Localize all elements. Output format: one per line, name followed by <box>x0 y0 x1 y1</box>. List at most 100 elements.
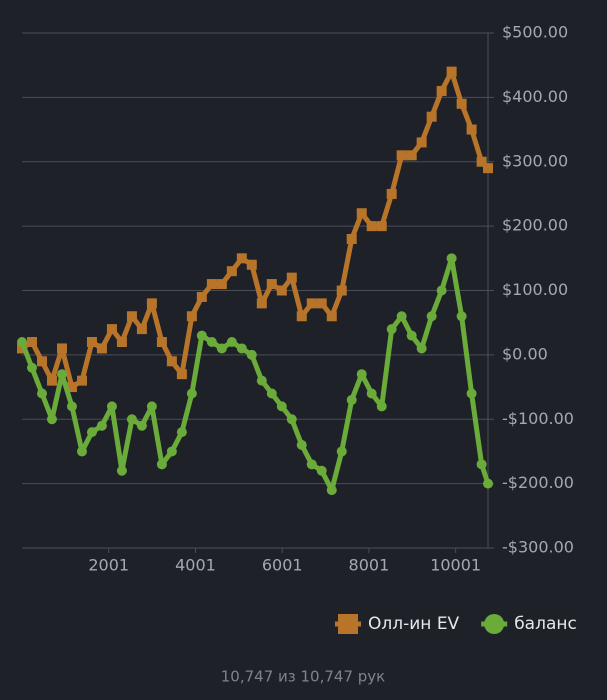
marker <box>256 298 267 309</box>
marker <box>66 401 77 412</box>
marker <box>206 337 217 347</box>
y-tick-label: -$100.00 <box>502 409 574 428</box>
legend-label: Олл-ин EV <box>368 614 460 634</box>
x-tick-label: 8001 <box>349 556 390 575</box>
x-tick-label: 10001 <box>430 556 481 575</box>
marker <box>36 388 47 399</box>
marker <box>276 285 287 296</box>
y-tick-label: -$300.00 <box>502 538 574 557</box>
marker <box>296 311 307 322</box>
marker <box>176 427 187 438</box>
marker <box>406 150 417 161</box>
marker <box>286 414 297 425</box>
marker <box>266 279 277 290</box>
marker <box>176 369 187 380</box>
marker <box>216 343 227 354</box>
marker <box>116 465 127 476</box>
marker <box>156 459 167 470</box>
marker <box>76 446 87 457</box>
marker <box>436 85 447 96</box>
marker <box>483 163 493 174</box>
marker <box>436 285 447 296</box>
x-tick-label: 2001 <box>88 556 129 575</box>
marker <box>46 414 57 425</box>
marker <box>86 427 97 438</box>
marker <box>356 208 367 219</box>
marker <box>196 330 207 341</box>
marker <box>266 388 277 399</box>
y-tick-label: $500.00 <box>502 23 568 42</box>
marker <box>456 311 467 322</box>
marker <box>306 298 317 309</box>
marker <box>336 285 347 296</box>
marker <box>256 375 267 386</box>
marker <box>376 221 387 232</box>
footer: 10,747 из 10,747 рук <box>221 668 385 686</box>
marker <box>56 369 67 380</box>
marker <box>226 337 237 347</box>
marker <box>416 343 427 354</box>
marker <box>286 272 297 283</box>
legend-marker <box>484 614 505 634</box>
marker <box>17 337 27 347</box>
marker <box>136 420 147 431</box>
marker <box>346 234 357 244</box>
marker <box>206 279 217 290</box>
marker <box>226 266 237 277</box>
marker <box>246 349 257 360</box>
marker <box>136 324 147 335</box>
marker <box>56 343 67 354</box>
marker <box>386 324 397 335</box>
marker <box>26 337 37 347</box>
marker <box>466 388 477 399</box>
marker <box>26 362 37 373</box>
marker <box>276 401 287 412</box>
marker <box>126 311 137 322</box>
marker <box>86 337 97 347</box>
marker <box>356 369 367 380</box>
marker <box>36 356 47 367</box>
marker <box>66 382 77 393</box>
marker <box>483 478 493 489</box>
marker <box>96 420 107 431</box>
y-tick-label: $100.00 <box>502 280 568 299</box>
marker <box>196 291 207 302</box>
x-tick-label: 4001 <box>175 556 216 575</box>
marker <box>126 414 137 425</box>
marker <box>326 311 337 322</box>
marker <box>216 279 227 290</box>
y-tick-label: -$200.00 <box>502 473 574 492</box>
marker <box>366 388 377 399</box>
marker <box>76 375 87 386</box>
marker <box>236 343 247 354</box>
marker <box>346 394 357 405</box>
marker <box>156 337 167 347</box>
marker <box>246 259 257 270</box>
y-tick-label: $400.00 <box>502 87 568 106</box>
marker <box>336 446 347 457</box>
marker <box>106 401 117 412</box>
legend-label: баланс <box>514 614 577 634</box>
marker <box>396 311 407 322</box>
marker <box>166 356 177 367</box>
marker <box>446 253 457 264</box>
marker <box>446 66 457 77</box>
marker <box>376 401 387 412</box>
marker <box>146 401 157 412</box>
marker <box>386 188 397 199</box>
marker <box>366 221 377 232</box>
marker <box>316 465 327 476</box>
legend-marker <box>338 614 358 634</box>
marker <box>186 388 197 399</box>
marker <box>416 137 427 148</box>
marker <box>476 156 487 167</box>
marker <box>326 485 337 496</box>
marker <box>46 375 57 386</box>
marker <box>316 298 327 309</box>
x-tick-label: 6001 <box>262 556 303 575</box>
marker <box>426 111 437 122</box>
y-tick-label: $0.00 <box>502 344 548 363</box>
marker <box>456 98 467 109</box>
marker <box>296 440 307 450</box>
